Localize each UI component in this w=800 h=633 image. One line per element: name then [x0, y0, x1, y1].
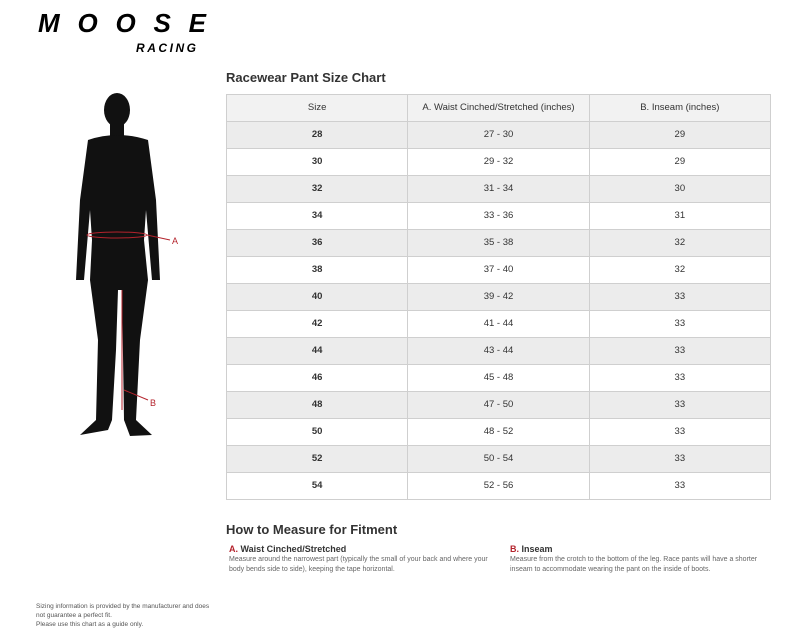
inseam-cell: 29 — [588, 121, 772, 149]
table-row: 32 31 - 34 30 — [225, 175, 772, 203]
size-table: Size A. Waist Cinched/Stretched (inches) B… — [225, 94, 772, 500]
moose-racing-logo: MOOSE RACING — [36, 8, 211, 61]
inseam-cell: 29 — [588, 148, 772, 176]
waist-cell: 31 - 34 — [407, 175, 590, 203]
table-row: 48 47 - 50 33 — [225, 391, 772, 419]
waist-cell: 35 - 38 — [407, 229, 590, 257]
waist-cell: 43 - 44 — [407, 337, 590, 365]
inseam-cell: 33 — [588, 391, 772, 419]
size-cell: 28 — [225, 121, 409, 149]
waist-cell: 29 - 32 — [407, 148, 590, 176]
size-cell: 46 — [225, 364, 409, 392]
inseam-cell: 33 — [588, 283, 772, 311]
waist-cell: 47 - 50 — [407, 391, 590, 419]
table-row: 54 52 - 56 33 — [225, 472, 772, 500]
size-cell: 44 — [225, 337, 409, 365]
column-header: Size — [225, 94, 409, 122]
size-cell: 32 — [225, 175, 409, 203]
inseam-cell: 30 — [588, 175, 772, 203]
table-row: 42 41 - 44 33 — [225, 310, 772, 338]
waist-cell: 27 - 30 — [407, 121, 590, 149]
size-cell: 38 — [225, 256, 409, 284]
size-cell: 40 — [225, 283, 409, 311]
waist-heading: Waist Cinched/Stretched — [240, 544, 347, 554]
inseam-instructions: B. Inseam Measure from the crotch to the… — [510, 543, 775, 575]
waist-cell: 52 - 56 — [407, 472, 590, 500]
waist-instructions: A. Waist Cinched/Stretched Measure aroun… — [229, 543, 494, 575]
inseam-cell: 33 — [588, 445, 772, 473]
table-row: 28 27 - 30 29 — [225, 121, 772, 149]
table-row: 46 45 - 48 33 — [225, 364, 772, 392]
letter-a: A. — [229, 544, 238, 554]
chart-title: Racewear Pant Size Chart — [226, 70, 386, 85]
table-row: 44 43 - 44 33 — [225, 337, 772, 365]
waist-text: Measure around the narrowest part (typic… — [229, 556, 488, 573]
inseam-text: Measure from the crotch to the bottom of… — [510, 556, 758, 573]
inseam-cell: 33 — [588, 310, 772, 338]
table-row: 36 35 - 38 32 — [225, 229, 772, 257]
disclaimer: Sizing information is provided by the ma… — [36, 602, 216, 629]
waist-cell: 39 - 42 — [407, 283, 590, 311]
inseam-cell: 33 — [588, 418, 772, 446]
inseam-cell: 33 — [588, 337, 772, 365]
size-cell: 52 — [225, 445, 409, 473]
disclaimer-line: Sizing information is provided by the ma… — [36, 603, 210, 619]
size-cell: 36 — [225, 229, 409, 257]
label-b: B — [150, 398, 156, 408]
table-row: 40 39 - 42 33 — [225, 283, 772, 311]
waist-cell: 33 - 36 — [407, 202, 590, 230]
waist-cell: 41 - 44 — [407, 310, 590, 338]
letter-b: B. — [510, 544, 519, 554]
inseam-cell: 33 — [588, 472, 772, 500]
inseam-cell: 31 — [588, 202, 772, 230]
how-to-measure-title: How to Measure for Fitment — [226, 522, 398, 537]
table-row: 30 29 - 32 29 — [225, 148, 772, 176]
size-cell: 42 — [225, 310, 409, 338]
label-a: A — [172, 236, 178, 246]
logo-sub: RACING — [136, 41, 196, 55]
size-cell: 30 — [225, 148, 409, 176]
size-cell: 48 — [225, 391, 409, 419]
column-header: A. Waist Cinched/Stretched (inches) — [407, 94, 590, 122]
size-cell: 34 — [225, 202, 409, 230]
table-row: 34 33 - 36 31 — [225, 202, 772, 230]
logo-brand: MOOSE — [38, 8, 207, 38]
waist-cell: 37 - 40 — [407, 256, 590, 284]
table-row: 50 48 - 52 33 — [225, 418, 772, 446]
inseam-cell: 33 — [588, 364, 772, 392]
table-row: 38 37 - 40 32 — [225, 256, 772, 284]
inseam-cell: 32 — [588, 256, 772, 284]
column-header: B. Inseam (inches) — [588, 94, 772, 122]
waist-cell: 45 - 48 — [407, 364, 590, 392]
waist-cell: 48 - 52 — [407, 418, 590, 446]
waist-cell: 50 - 54 — [407, 445, 590, 473]
disclaimer-line: Please use this chart as a guide only. — [36, 621, 144, 628]
table-row: 52 50 - 54 33 — [225, 445, 772, 473]
inseam-cell: 32 — [588, 229, 772, 257]
size-cell: 54 — [225, 472, 409, 500]
body-silhouette: A B — [60, 90, 190, 455]
inseam-heading: Inseam — [521, 544, 553, 554]
size-cell: 50 — [225, 418, 409, 446]
